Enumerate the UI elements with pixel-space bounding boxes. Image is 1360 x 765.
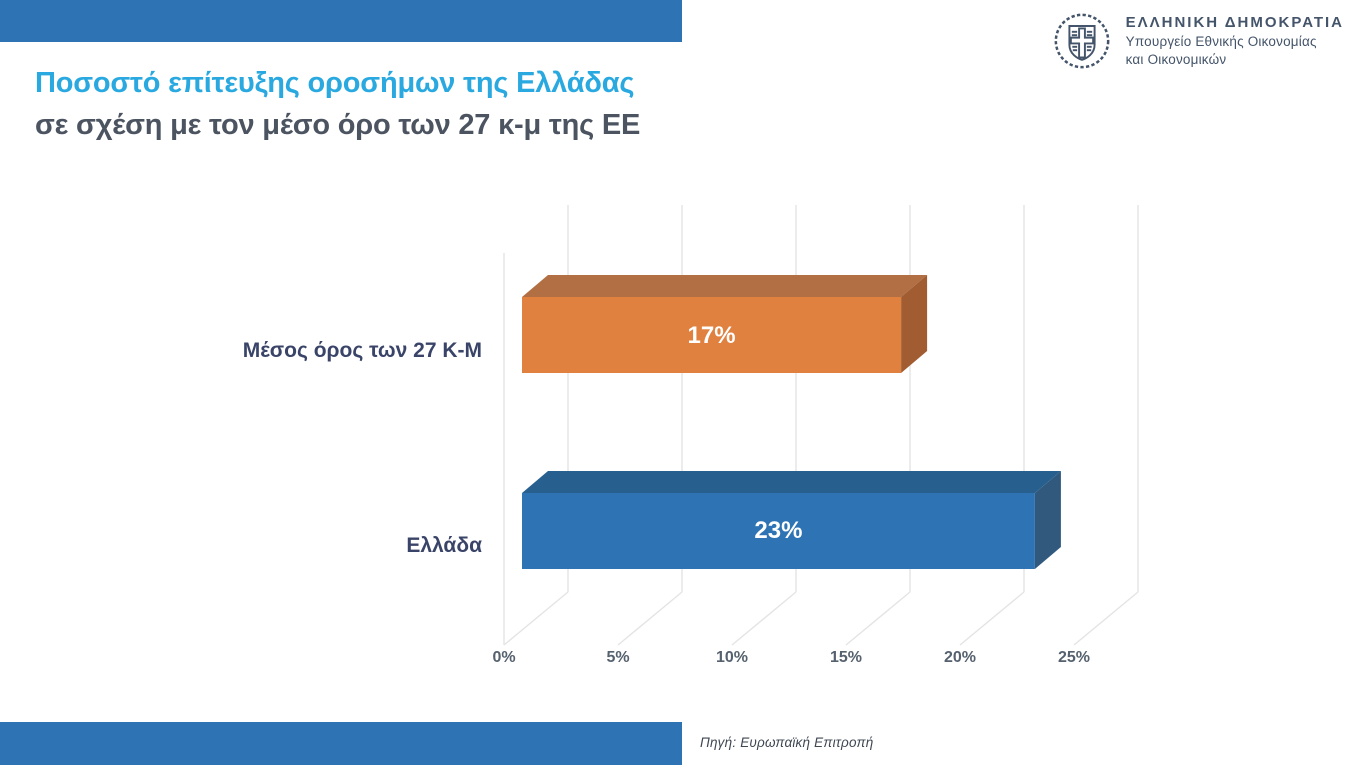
- top-accent-band: [0, 0, 682, 42]
- bar-value-label: 17%: [687, 322, 736, 349]
- bar-value-label: 23%: [754, 517, 803, 544]
- bar-eu-average-top-face: [522, 275, 928, 297]
- gridline-floor-segment: [959, 591, 1025, 646]
- page-title-line2: σε σχέση με τον μέσο όρο των 27 κ-μ της …: [35, 109, 641, 141]
- x-tick-label: 15%: [829, 649, 863, 666]
- category-label-eu-average: Μέσος όρος των 27 Κ-Μ: [242, 339, 482, 362]
- bottom-accent-band: [0, 722, 682, 765]
- page-title: Ποσοστό επίτευξης οροσήμων της Ελλάδας σ…: [35, 62, 640, 146]
- bar-greece-side-face: [1034, 471, 1061, 569]
- gridline-floor-segment: [845, 591, 911, 646]
- category-label-greece: Ελλάδα: [406, 534, 482, 557]
- bar-greece: [522, 493, 1035, 569]
- bar-eu-average-side-face: [901, 275, 928, 373]
- x-tick-label: 25%: [1057, 649, 1091, 666]
- x-tick-label: 20%: [943, 649, 977, 666]
- page-title-line1: Ποσοστό επίτευξης οροσήμων της Ελλάδας: [35, 67, 635, 99]
- bar-eu-average: [522, 297, 902, 373]
- x-tick-label: 10%: [715, 649, 749, 666]
- bar-greece-top-face: [522, 471, 1061, 493]
- logo-dept-line2: και Οικονομικών: [1125, 51, 1227, 67]
- gridline-floor-segment: [1073, 591, 1139, 646]
- government-logo: ΕΛΛΗΝΙΚΗ ΔΗΜΟΚΡΑΤΙΑ Υπουργείο Εθνικής Οι…: [1051, 10, 1344, 72]
- logo-dept-line1: Υπουργείο Εθνικής Οικονομίας: [1125, 34, 1317, 50]
- x-tick-label: 5%: [606, 649, 630, 666]
- logo-org-name: ΕΛΛΗΝΙΚΗ ΔΗΜΟΚΡΑΤΙΑ: [1125, 14, 1344, 32]
- gridline-floor-segment: [503, 591, 569, 646]
- greek-coat-of-arms-icon: [1054, 13, 1110, 69]
- source-note: Πηγή: Ευρωπαϊκή Επιτροπή: [700, 735, 874, 750]
- x-tick-label: 0%: [492, 649, 516, 666]
- gridline-floor-segment: [731, 591, 797, 646]
- gridline-floor-segment: [617, 591, 683, 646]
